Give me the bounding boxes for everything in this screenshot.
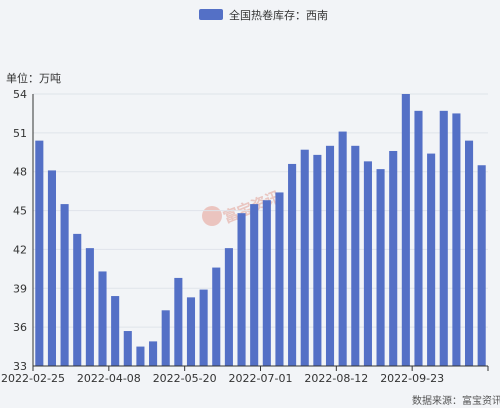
y-tick-label: 36 xyxy=(13,321,27,334)
bar[interactable] xyxy=(338,131,347,366)
bar[interactable] xyxy=(376,169,385,366)
bar[interactable] xyxy=(199,289,208,366)
legend-label: 全国热卷库存：西南 xyxy=(229,8,328,22)
bar[interactable] xyxy=(224,248,233,366)
bar[interactable] xyxy=(136,346,145,366)
bar[interactable] xyxy=(262,200,271,366)
legend[interactable]: 全国热卷库存：西南 xyxy=(199,8,328,22)
bar[interactable] xyxy=(427,153,436,366)
x-tick-label: 2022-04-08 xyxy=(77,372,141,385)
y-tick-label: 48 xyxy=(13,166,27,179)
y-tick-label: 33 xyxy=(13,360,27,373)
x-tick-label: 2022-05-20 xyxy=(153,372,217,385)
source-label: 数据来源：富宝资讯 xyxy=(412,394,500,407)
x-tick-label: 2022-07-01 xyxy=(229,372,293,385)
bar[interactable] xyxy=(313,154,322,366)
bar[interactable] xyxy=(414,110,423,366)
bar[interactable] xyxy=(174,277,183,366)
y-tick-label: 42 xyxy=(13,243,27,256)
x-tick-label: 2022-02-25 xyxy=(1,372,65,385)
bar[interactable] xyxy=(123,331,132,366)
grid xyxy=(33,93,488,328)
bar[interactable] xyxy=(275,192,284,366)
bar[interactable] xyxy=(389,150,398,366)
bar[interactable] xyxy=(85,248,94,366)
bar[interactable] xyxy=(300,149,309,366)
bars xyxy=(35,94,486,366)
bar[interactable] xyxy=(186,297,196,366)
x-tick-label: 2022-09-23 xyxy=(380,372,444,385)
bar[interactable] xyxy=(98,271,107,366)
unit-label: 单位：万吨 xyxy=(6,71,61,85)
bar[interactable] xyxy=(149,341,158,366)
bar[interactable] xyxy=(237,213,246,366)
bar[interactable] xyxy=(60,204,69,366)
bar[interactable] xyxy=(111,296,120,366)
bar[interactable] xyxy=(47,170,57,366)
bar[interactable] xyxy=(73,233,82,366)
y-tick-label: 51 xyxy=(13,127,27,140)
bar[interactable] xyxy=(439,110,448,366)
bar[interactable] xyxy=(351,145,360,366)
legend-swatch xyxy=(199,9,223,20)
bar[interactable] xyxy=(401,94,410,366)
bar[interactable] xyxy=(464,140,474,366)
watermark-logo xyxy=(202,206,222,226)
bar[interactable] xyxy=(477,165,486,366)
bar[interactable] xyxy=(325,145,335,366)
axes: 33 36 39 42 45 48 51 54 2022-02-25 2022-04-08 2022… xyxy=(1,88,489,385)
y-tick-label: 39 xyxy=(13,282,27,295)
bar[interactable] xyxy=(212,267,221,366)
bar[interactable] xyxy=(161,310,170,366)
y-tick-label: 54 xyxy=(13,88,27,101)
bar[interactable] xyxy=(250,204,259,366)
bar[interactable] xyxy=(452,113,461,366)
bar[interactable] xyxy=(35,140,44,366)
x-tick-label: 2022-08-12 xyxy=(304,372,368,385)
bar[interactable] xyxy=(363,161,372,366)
bar[interactable] xyxy=(288,163,297,366)
y-tick-label: 45 xyxy=(13,205,27,218)
